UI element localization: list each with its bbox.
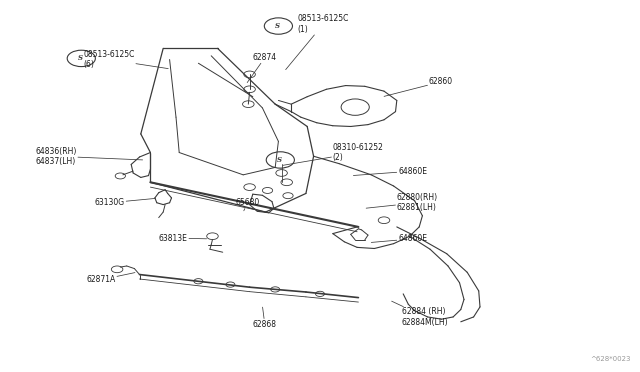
Text: 62880(RH)
62881(LH): 62880(RH) 62881(LH) bbox=[366, 193, 438, 212]
Circle shape bbox=[67, 50, 95, 67]
Text: 62884 (RH)
62884M(LH): 62884 (RH) 62884M(LH) bbox=[392, 301, 449, 327]
Text: 08513-6125C
(1): 08513-6125C (1) bbox=[285, 15, 349, 70]
Text: 62874: 62874 bbox=[247, 53, 277, 83]
Text: S: S bbox=[276, 156, 282, 164]
Text: 63130G: 63130G bbox=[95, 198, 156, 207]
Text: 64860E: 64860E bbox=[371, 234, 427, 243]
Text: 08513-6125C
(6): 08513-6125C (6) bbox=[83, 50, 168, 69]
Text: S: S bbox=[275, 22, 280, 30]
Text: ^628*0023: ^628*0023 bbox=[590, 356, 630, 362]
Circle shape bbox=[264, 18, 292, 34]
Circle shape bbox=[266, 152, 294, 168]
Text: 62868: 62868 bbox=[253, 307, 277, 329]
Text: 64860E: 64860E bbox=[353, 167, 427, 176]
Text: 64836(RH)
64837(LH): 64836(RH) 64837(LH) bbox=[35, 147, 143, 166]
Text: 08310-61252
(2): 08310-61252 (2) bbox=[283, 143, 383, 165]
Text: 65680: 65680 bbox=[236, 198, 260, 211]
Text: 62860: 62860 bbox=[384, 77, 453, 96]
Text: S: S bbox=[77, 54, 83, 62]
Text: 62871A: 62871A bbox=[86, 273, 135, 284]
Text: 63813E: 63813E bbox=[159, 234, 207, 243]
